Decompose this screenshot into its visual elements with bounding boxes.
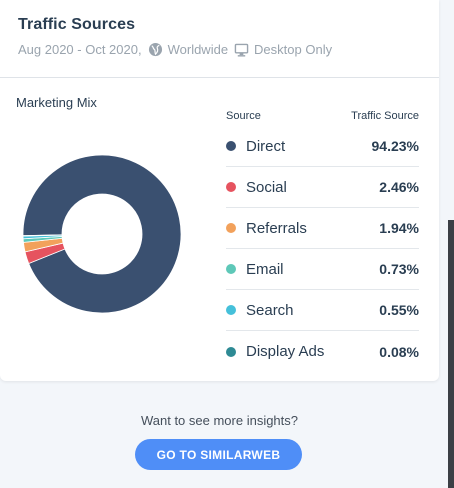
donut-slice-direct[interactable]: [22, 154, 182, 314]
source-name: Referrals: [246, 219, 307, 237]
table-row: Referrals 1.94%: [226, 208, 419, 249]
col-source-header: Source: [226, 110, 261, 122]
card-subtitle: Aug 2020 - Oct 2020, Worldwide Desktop O…: [18, 42, 439, 57]
go-to-similarweb-button[interactable]: GO TO SIMILARWEB: [135, 439, 302, 470]
region-label: Worldwide: [167, 42, 229, 57]
legend-dot: [226, 264, 236, 274]
window-edge: [448, 220, 454, 488]
row-source: Display Ads: [226, 343, 324, 360]
marketing-mix-title: Marketing Mix: [16, 95, 97, 110]
card-header: Traffic Sources Aug 2020 - Oct 2020, Wor…: [0, 0, 439, 78]
row-source: Social: [226, 179, 287, 196]
source-value: 94.23%: [371, 138, 419, 154]
legend-dot: [226, 305, 236, 315]
source-name: Direct: [246, 137, 286, 155]
source-value: 0.73%: [379, 261, 419, 277]
card-title: Traffic Sources: [18, 16, 136, 33]
legend-dot: [226, 223, 236, 233]
row-source: Email: [226, 261, 284, 278]
cta-text: Want to see more insights?: [140, 413, 299, 428]
row-source: Referrals: [226, 220, 307, 237]
traffic-table: Source Traffic Source Direct 94.23% Social…: [226, 110, 419, 372]
legend-dot: [226, 141, 236, 151]
table-row: Search 0.55%: [226, 290, 419, 331]
table-row: Display Ads 0.08%: [226, 331, 419, 372]
source-value: 2.46%: [379, 179, 419, 195]
col-value-header: Traffic Source: [351, 110, 419, 122]
traffic-sources-card: Traffic Sources Aug 2020 - Oct 2020, Wor…: [0, 0, 439, 381]
source-value: 0.08%: [379, 343, 419, 360]
monitor-icon: [234, 43, 249, 57]
legend-dot: [226, 182, 236, 192]
table-header: Source Traffic Source: [226, 110, 419, 126]
source-name: Display Ads: [246, 343, 325, 360]
row-source: Search: [226, 302, 294, 319]
source-name: Email: [246, 260, 284, 278]
table-body: Direct 94.23% Social 2.46% Referrals 1.94% Ema…: [226, 126, 419, 372]
device-label: Desktop Only: [254, 42, 333, 57]
donut-slice-display-ads[interactable]: [22, 234, 63, 237]
source-name: Search: [246, 301, 294, 319]
source-value: 0.55%: [379, 302, 419, 318]
date-range: Aug 2020 - Oct 2020,: [18, 42, 142, 57]
source-name: Social: [246, 178, 287, 196]
row-source: Direct: [226, 138, 285, 155]
legend-dot: [226, 346, 236, 357]
donut-chart: [22, 154, 182, 314]
table-row: Social 2.46%: [226, 167, 419, 208]
table-row: Direct 94.23%: [226, 126, 419, 167]
source-value: 1.94%: [379, 220, 419, 236]
globe-icon: [148, 42, 163, 57]
table-row: Email 0.73%: [226, 249, 419, 290]
